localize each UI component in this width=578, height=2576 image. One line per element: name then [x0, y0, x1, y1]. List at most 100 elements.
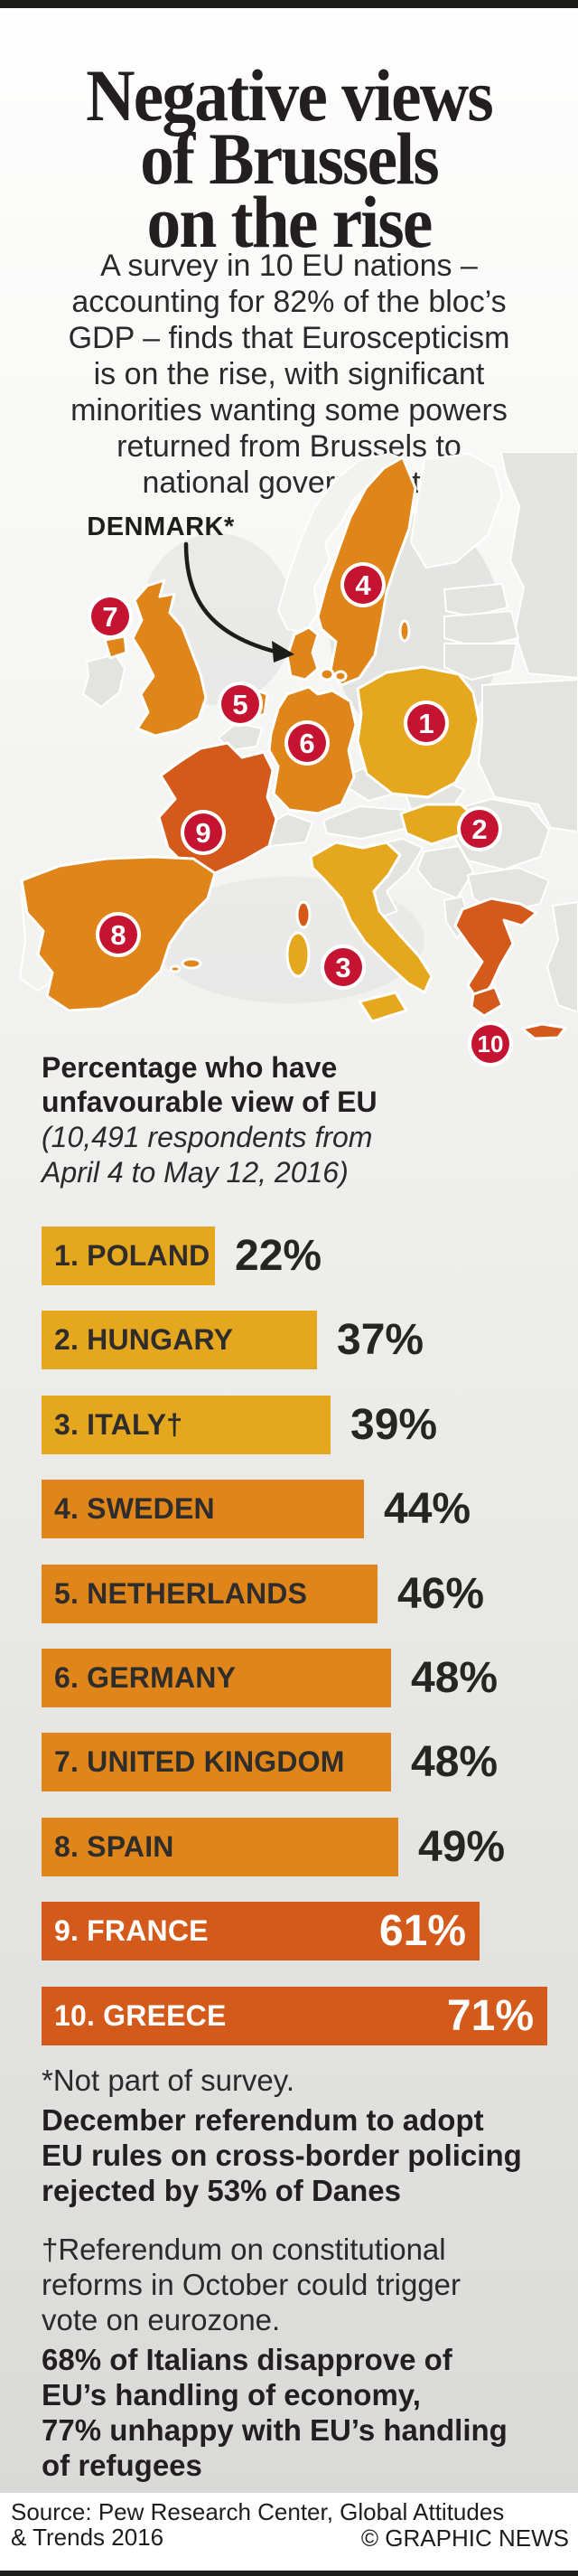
page-title: Negative views of Brussels on the rise	[86, 53, 494, 263]
country-turkey-edge	[546, 901, 578, 1013]
map-badge-sweden: 4	[340, 562, 386, 607]
bar-label-2: 2. HUNGARY	[54, 1323, 234, 1357]
bar-row-7: 7. UNITED KINGDOM 48%	[42, 1733, 565, 1792]
bar-value-2: 37%	[337, 1316, 424, 1365]
bar-8	[42, 1817, 398, 1876]
map-badge-italy: 3	[321, 945, 366, 990]
credit-text: © GRAPHIC NEWS	[360, 2524, 569, 2552]
country-italy	[309, 841, 434, 994]
country-finland	[410, 453, 503, 569]
denmark-arrow	[183, 541, 278, 654]
country-ireland	[82, 653, 126, 708]
island-sicily	[358, 991, 408, 1023]
bar-3	[42, 1395, 331, 1454]
map-badge-greece: 10	[468, 1021, 513, 1067]
svg-text:9: 9	[195, 817, 210, 849]
island-corsica	[295, 900, 312, 929]
bar-row-10: 10. GREECE 71%	[42, 1986, 565, 2045]
bottom-border-bar	[0, 2571, 578, 2576]
map-badge-united-kingdom: 7	[88, 594, 133, 639]
bar-1	[42, 1227, 215, 1285]
country-austria	[322, 805, 409, 840]
country-belarus-ukraine	[478, 679, 578, 832]
island-ibiza	[169, 964, 182, 973]
svg-text:3: 3	[335, 952, 350, 983]
bar-9	[42, 1902, 480, 1961]
region-peloponnese	[470, 985, 504, 1018]
svg-text:7: 7	[102, 601, 117, 633]
country-russia-northeast	[500, 452, 578, 679]
island-crete	[520, 1022, 567, 1040]
island-funen	[333, 670, 348, 682]
bar-value-4: 44%	[384, 1485, 471, 1534]
source-text: Source: Pew Research Center, Global Atti…	[11, 2498, 505, 2551]
region-northern-ireland	[103, 635, 128, 660]
footnote-not-part-of-survey: *Not part of survey.	[42, 2064, 295, 2097]
bar-row-6: 6. GERMANY 48%	[42, 1648, 565, 1707]
bar-value-8: 49%	[418, 1822, 506, 1871]
europe-map: DENMARK* 1 2 3 4 5 6 7 8 9 10	[0, 452, 578, 1076]
svg-text:4: 4	[355, 569, 371, 601]
map-badge-spain: 8	[96, 912, 141, 957]
svg-text:6: 6	[299, 728, 314, 759]
country-france	[157, 741, 278, 875]
bar-label-1: 1. POLAND	[54, 1239, 210, 1272]
svg-text:5: 5	[232, 689, 247, 720]
bar-row-9: 9. FRANCE 61%	[42, 1902, 565, 1961]
bar-6	[42, 1648, 391, 1707]
bar-value-5: 46%	[397, 1569, 485, 1618]
map-badge-germany: 6	[284, 720, 330, 766]
bar-2	[42, 1311, 317, 1370]
bar-4	[42, 1480, 364, 1539]
map-badge-poland: 1	[404, 700, 449, 746]
map-badge-netherlands: 5	[218, 682, 263, 727]
bar-label-7: 7. UNITED KINGDOM	[54, 1745, 345, 1779]
top-border-bar	[0, 0, 578, 8]
svg-text:1: 1	[418, 708, 434, 739]
country-united-kingdom	[131, 578, 208, 738]
island-zealand	[319, 667, 335, 682]
denmark-arrowhead	[272, 641, 294, 663]
bar-row-3: 3. ITALY† 39%	[42, 1395, 565, 1454]
bar-value-1: 22%	[235, 1232, 322, 1280]
bar-value-7: 48%	[411, 1738, 499, 1787]
footnote-denmark-referendum: December referendum to adopt EU rules on…	[42, 2103, 522, 2207]
bar-label-9: 9. FRANCE	[54, 1914, 209, 1948]
island-gotland	[398, 619, 411, 643]
chart-subtitle: (10,491 respondents from April 4 to May …	[42, 1121, 373, 1189]
map-badge-hungary: 2	[457, 806, 502, 851]
denmark-label: DENMARK*	[87, 512, 235, 541]
bar-row-2: 2. HUNGARY 37%	[42, 1311, 565, 1370]
bar-label-6: 6. GERMANY	[54, 1660, 237, 1694]
country-denmark	[285, 625, 320, 682]
bar-value-3: 39%	[350, 1400, 438, 1449]
country-greece	[453, 897, 538, 1003]
bar-label-4: 4. SWEDEN	[54, 1492, 215, 1526]
map-badge-france: 9	[181, 810, 226, 855]
footnote-italians-disapprove: 68% of Italians disapprove of EU’s handl…	[42, 2343, 508, 2482]
bar-label-8: 8. SPAIN	[54, 1829, 174, 1863]
svg-text:10: 10	[478, 1030, 504, 1058]
bar-7	[42, 1733, 391, 1792]
island-sardinia	[285, 931, 311, 978]
country-lithuania	[443, 643, 517, 681]
bar-value-6: 48%	[411, 1653, 499, 1702]
bar-row-8: 8. SPAIN 49%	[42, 1817, 565, 1876]
bar-label-5: 5. NETHERLANDS	[54, 1576, 308, 1610]
chart-header: Percentage who have unfavourable view of…	[42, 1050, 547, 1190]
europe-map-svg: DENMARK* 1 2 3 4 5 6 7 8 9 10	[19, 452, 578, 1067]
bar-row-5: 5. NETHERLANDS 46%	[42, 1564, 565, 1623]
bar-row-4: 4. SWEDEN 44%	[42, 1480, 565, 1539]
source-band: Source: Pew Research Center, Global Atti…	[0, 2493, 578, 2571]
bar-value-9: 61%	[378, 1907, 466, 1956]
svg-text:8: 8	[110, 919, 126, 951]
footnote-italy-referendum: †Referendum on constitutional reforms in…	[42, 2233, 461, 2336]
bar-label-10: 10. GREECE	[54, 1998, 227, 2032]
bar-chart: 1. POLAND 22% 2. HUNGARY 37% 3. ITALY† 39% 4. …	[42, 1227, 565, 2071]
svg-text:2: 2	[471, 813, 487, 845]
chart-title: Percentage who have unfavourable view of…	[42, 1051, 378, 1118]
bar-row-1: 1. POLAND 22%	[42, 1227, 565, 1285]
intro-text: A survey in 10 EU nations – accounting f…	[68, 249, 510, 500]
bar-5	[42, 1564, 378, 1623]
country-latvia	[443, 610, 519, 648]
